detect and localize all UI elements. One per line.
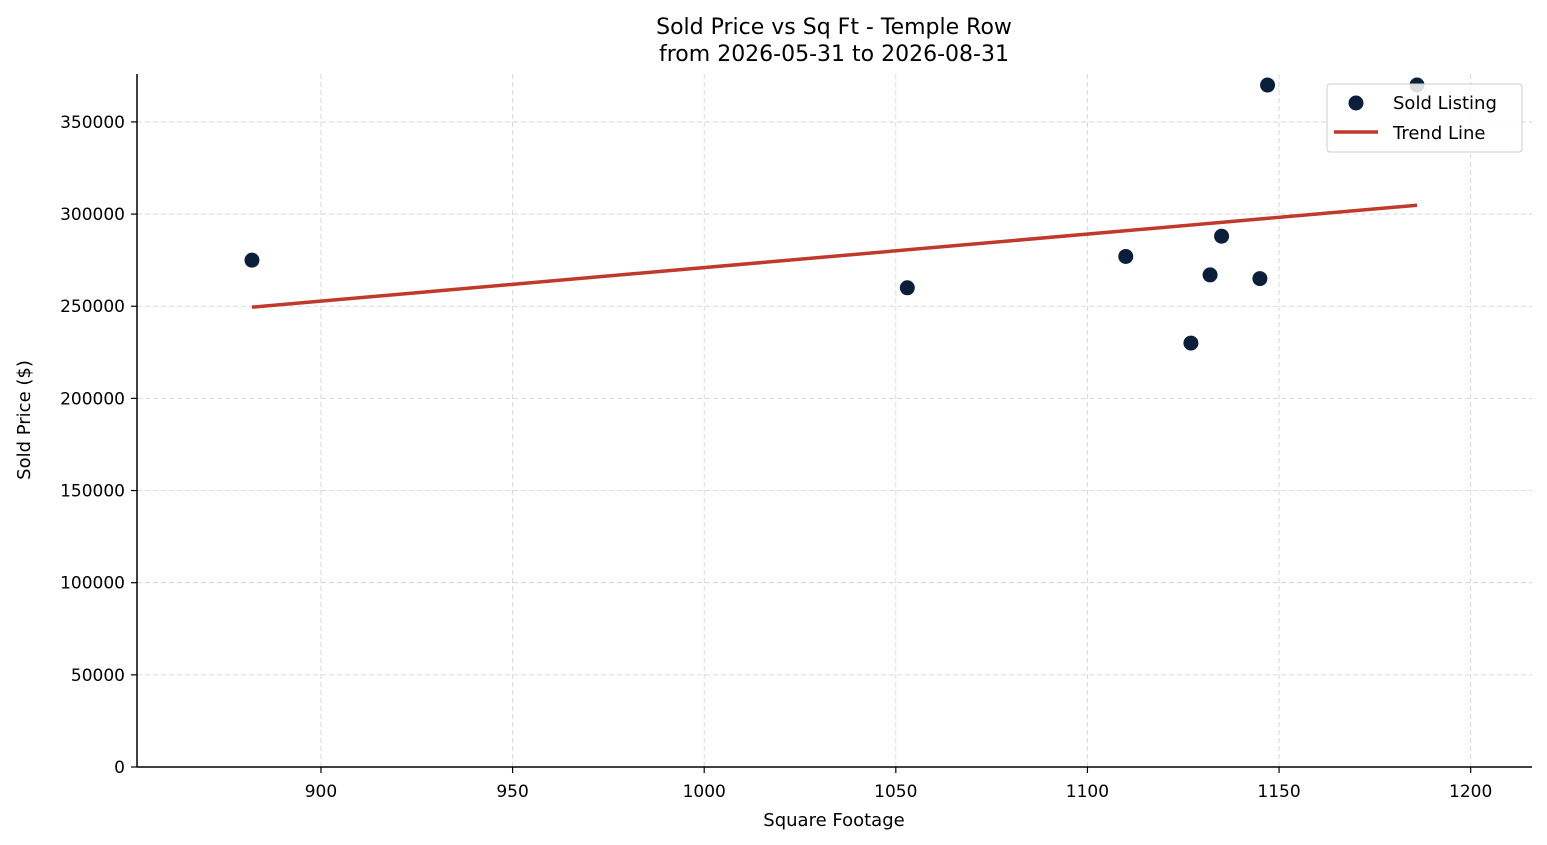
x-axis-ticks: 900 950 1000 1050 1100 1150 1200	[305, 767, 1492, 802]
data-point	[1202, 267, 1218, 283]
x-tick-label: 1100	[1066, 782, 1109, 802]
legend-label-sold-listing: Sold Listing	[1393, 93, 1497, 114]
data-point	[1214, 228, 1230, 244]
x-tick-label: 1150	[1257, 782, 1300, 802]
y-tick-label: 200000	[60, 389, 125, 409]
data-point	[1252, 271, 1268, 287]
data-point	[1260, 77, 1276, 93]
data-point	[244, 252, 260, 268]
trend-line-layer	[251, 203, 1418, 309]
y-tick-label: 150000	[60, 482, 125, 502]
y-tick-label: 100000	[60, 574, 125, 594]
y-axis-ticks: 0 50000 100000 150000 200000 250000 300000 3500…	[60, 113, 137, 778]
y-tick-label: 0	[114, 758, 125, 778]
data-point	[1183, 335, 1199, 351]
x-tick-label: 1000	[683, 782, 726, 802]
y-tick-label: 350000	[60, 113, 125, 133]
legend-box	[1326, 83, 1523, 153]
grid	[137, 74, 1532, 767]
legend-marker-sold-listing	[1348, 95, 1364, 111]
data-point	[899, 280, 915, 296]
chart-title: Sold Price vs Sq Ft - Temple Row	[656, 15, 1012, 40]
legend-label-trend-line: Trend Line	[1392, 123, 1486, 144]
trend-line	[251, 203, 1418, 309]
x-tick-label: 1050	[874, 782, 917, 802]
x-axis-label: Square Footage	[763, 810, 904, 831]
axes	[136, 74, 1532, 768]
x-tick-label: 1200	[1449, 782, 1492, 802]
y-axis-label: Sold Price ($)	[14, 360, 35, 480]
data-point	[1118, 248, 1134, 264]
x-tick-label: 950	[496, 782, 528, 802]
x-tick-label: 900	[305, 782, 337, 802]
legend: Sold Listing Trend Line	[1326, 83, 1523, 153]
chart-subtitle: from 2026-05-31 to 2026-08-31	[659, 42, 1009, 67]
y-tick-label: 300000	[60, 205, 125, 225]
y-tick-label: 250000	[60, 297, 125, 317]
y-tick-label: 50000	[71, 666, 125, 686]
